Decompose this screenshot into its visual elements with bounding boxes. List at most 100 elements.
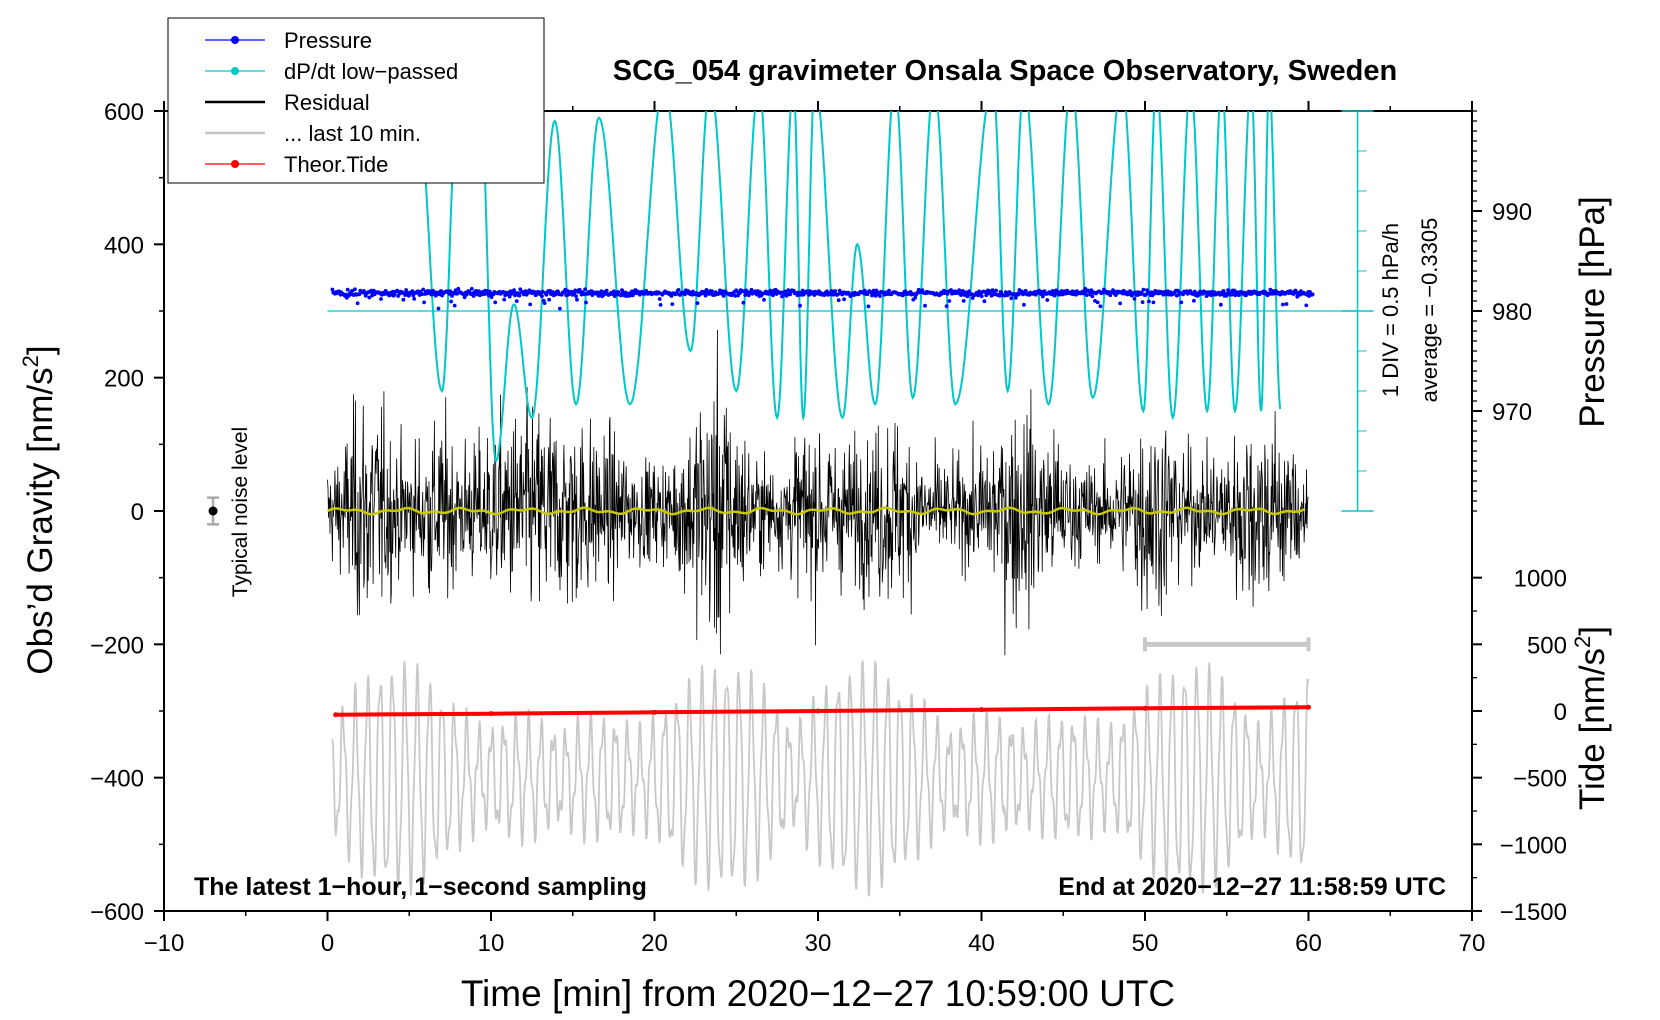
pressure-point <box>1229 292 1234 297</box>
pressure-point <box>1085 293 1089 297</box>
pressure-point <box>1281 302 1285 307</box>
pressure-point <box>982 299 987 304</box>
legend-label: Theor.Tide <box>284 152 388 177</box>
pressure-point <box>865 292 870 297</box>
annotation-bottom-left: The latest 1−hour, 1−second sampling <box>194 873 647 901</box>
pressure-point <box>599 289 604 294</box>
x-axis-label: Time [min] from 2020−12−27 10:59:00 UTC <box>461 973 1175 1014</box>
tide-point <box>979 707 984 713</box>
legend-item: Pressure <box>205 28 372 53</box>
y-tick-label: 400 <box>104 232 144 259</box>
noise-dot <box>208 506 218 516</box>
y-tick-label: −200 <box>90 632 144 659</box>
residual-series <box>327 329 1309 656</box>
y-axis-label-left: Obs’d Gravity [nm/s2] <box>18 345 60 674</box>
pressure-point <box>887 288 891 293</box>
dpdt-average-label: average = −0.3305 <box>1417 218 1442 403</box>
pressure-point <box>1013 295 1018 300</box>
pressure-point <box>528 302 533 307</box>
pressure-point <box>721 294 726 298</box>
pressure-point <box>762 297 766 302</box>
pressure-point <box>1151 300 1156 305</box>
annotation-bottom-right: End at 2020−12−27 11:58:59 UTC <box>1058 873 1446 901</box>
tide-tick-label: −500 <box>1513 766 1567 793</box>
pressure-point <box>1219 302 1223 307</box>
pressure-point <box>547 297 551 302</box>
x-tick-label: 60 <box>1295 930 1322 957</box>
pressure-point <box>695 301 700 305</box>
y-tick-label: 600 <box>104 99 144 126</box>
pressure-point <box>542 301 547 305</box>
x-tick-label: 30 <box>805 930 832 957</box>
pressure-point <box>1118 301 1122 306</box>
pressure-point <box>1090 294 1095 299</box>
pressure-point <box>411 293 416 298</box>
pressure-point <box>357 292 362 297</box>
pressure-point <box>788 292 792 297</box>
y-tick-label: −600 <box>90 899 144 926</box>
tide-point <box>1306 704 1311 710</box>
pressure-tick-label: 980 <box>1492 299 1532 326</box>
legend-box <box>167 17 545 184</box>
pressure-point <box>835 292 840 297</box>
pressure-point <box>367 295 372 300</box>
tide-series <box>333 704 1311 718</box>
legend-label: Residual <box>284 90 370 115</box>
dpdt-div-label: 1 DIV = 0.5 hPa/h <box>1378 223 1403 397</box>
pressure-point <box>1284 302 1289 306</box>
pressure-point <box>657 297 662 301</box>
pressure-point <box>612 289 616 294</box>
pressure-point <box>604 288 609 293</box>
tide-tick-label: 1000 <box>1514 566 1567 593</box>
tide-point <box>488 711 494 717</box>
tide-tick-label: −1000 <box>1500 832 1567 859</box>
pressure-point <box>583 287 587 292</box>
pressure-point <box>502 297 507 302</box>
pressure-point <box>967 289 971 294</box>
tide-point <box>815 708 821 714</box>
noise-level-marker <box>207 496 220 526</box>
tide-axis-ticks: −1500 −1000 −500 0 500 1000 <box>1472 566 1567 926</box>
y-tick-label: −400 <box>90 766 144 793</box>
pressure-point <box>540 289 545 294</box>
pressure-point <box>353 287 357 292</box>
pressure-point <box>947 299 952 303</box>
x-tick-label: 10 <box>478 930 505 957</box>
y-tick-label: 200 <box>104 366 144 393</box>
legend: Pressure dP/dt low−passed Residual ... last… <box>167 17 545 184</box>
legend-item: ... last 10 min. <box>205 121 421 146</box>
pressure-point <box>979 294 984 299</box>
y-axis-label-left-sup: 2 <box>18 355 43 367</box>
tide-point <box>1142 705 1148 711</box>
legend-item: dP/dt low−passed <box>205 59 458 84</box>
y-axis-label-left-end: ] <box>21 345 60 355</box>
y-axis-label-tide-end: ] <box>1573 626 1612 636</box>
pressure-point <box>836 298 841 303</box>
pressure-point <box>965 294 970 299</box>
pressure-point <box>574 294 578 299</box>
pressure-point <box>330 287 335 292</box>
y-axis-label-pressure: Pressure [hPa] <box>1573 196 1612 428</box>
pressure-point <box>676 288 681 292</box>
y-axis-ticks: −600 −400 −200 0 200 400 600 <box>90 99 164 926</box>
pressure-point <box>379 297 383 301</box>
pressure-point <box>355 301 360 306</box>
pressure-point <box>420 292 425 296</box>
y-axis-label-tide-sup: 2 <box>1570 636 1595 648</box>
pressure-point <box>1040 294 1045 299</box>
pressure-point <box>1098 304 1103 309</box>
x-tick-label: 20 <box>641 930 668 957</box>
pressure-point <box>1304 303 1309 308</box>
tide-tick-label: −1500 <box>1500 899 1567 926</box>
pressure-point <box>489 295 494 299</box>
pressure-axis-ticks: 970 980 990 <box>1472 110 1532 512</box>
pressure-point <box>540 294 544 298</box>
legend-swatch-dot <box>231 160 239 168</box>
pressure-point <box>658 303 663 307</box>
legend-swatch-dot <box>231 67 239 75</box>
pressure-point <box>1203 290 1208 295</box>
pressure-point <box>514 299 519 303</box>
pressure-point <box>1095 300 1100 305</box>
pressure-point <box>469 286 474 291</box>
